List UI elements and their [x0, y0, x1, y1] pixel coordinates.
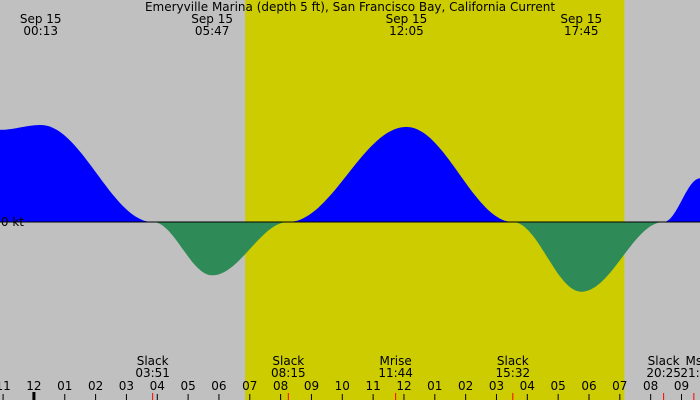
event-time-label: 08:15: [271, 366, 306, 380]
hour-tick-label: 07: [242, 379, 257, 393]
event-name-label: Slack: [272, 354, 304, 368]
flood-area: [288, 126, 513, 222]
event-labels: Slack03:51Slack08:15Mrise11:44Slack15:32…: [135, 354, 700, 400]
hour-tick-label: 02: [88, 379, 103, 393]
top-date-label: Sep 15: [386, 12, 428, 26]
hour-tick-label: 02: [458, 379, 473, 393]
hour-tick-label: 08: [273, 379, 288, 393]
event-name-label: Slack: [137, 354, 169, 368]
hour-tick-label: 01: [57, 379, 72, 393]
hour-tick-label: 03: [489, 379, 504, 393]
hour-tick-label: 11: [365, 379, 380, 393]
hour-tick-label: 01: [427, 379, 442, 393]
event-name-label: Ms: [686, 354, 700, 368]
flood-area: [663, 178, 700, 222]
top-time-label: 05:47: [195, 24, 230, 38]
hour-axis: 11 12 01 02 03 04 05 06 07 08 09 10 11 12 01 02 03 04 05 06…: [0, 379, 689, 400]
hour-tick-label: 11: [0, 379, 11, 393]
hour-tick-label: 05: [551, 379, 566, 393]
hour-tick-label: 09: [304, 379, 319, 393]
top-date-label: Sep 15: [560, 12, 602, 26]
top-time-label: 00:13: [23, 24, 58, 38]
top-date-label: Sep 15: [191, 12, 233, 26]
top-time-label: 17:45: [564, 24, 599, 38]
hour-tick-label: 12: [26, 379, 41, 393]
hour-tick-label: 06: [581, 379, 596, 393]
top-date-label: Sep 15: [20, 12, 62, 26]
top-time-label: 12:05: [389, 24, 424, 38]
hour-tick-label: 09: [674, 379, 689, 393]
event-name-label: Slack: [648, 354, 680, 368]
event-time-label: 15:32: [496, 366, 531, 380]
event-name-label: Slack: [497, 354, 529, 368]
now-marker: [32, 392, 36, 400]
chart-title: Emeryville Marina (depth 5 ft), San Fran…: [145, 0, 555, 14]
event-time-label: 21:2: [680, 366, 700, 380]
hour-tick-label: 10: [335, 379, 350, 393]
hour-tick-label: 12: [396, 379, 411, 393]
event-time-label: 03:51: [135, 366, 170, 380]
ebb-area: [512, 222, 664, 292]
hour-tick-label: 03: [119, 379, 134, 393]
event-name-label: Mrise: [380, 354, 412, 368]
hour-tick-label: 05: [180, 379, 195, 393]
hour-tick-label: 04: [150, 379, 165, 393]
hour-tick-label: 06: [211, 379, 226, 393]
flood-area: [0, 125, 153, 222]
zero-label: 0 kt: [1, 215, 24, 229]
event-time-label: 11:44: [378, 366, 413, 380]
hour-tick-label: 07: [612, 379, 627, 393]
current-areas: [0, 125, 700, 292]
event-time-label: 20:25: [646, 366, 681, 380]
hour-tick-label: 04: [520, 379, 535, 393]
ebb-area: [152, 222, 289, 276]
hour-tick-label: 08: [643, 379, 658, 393]
